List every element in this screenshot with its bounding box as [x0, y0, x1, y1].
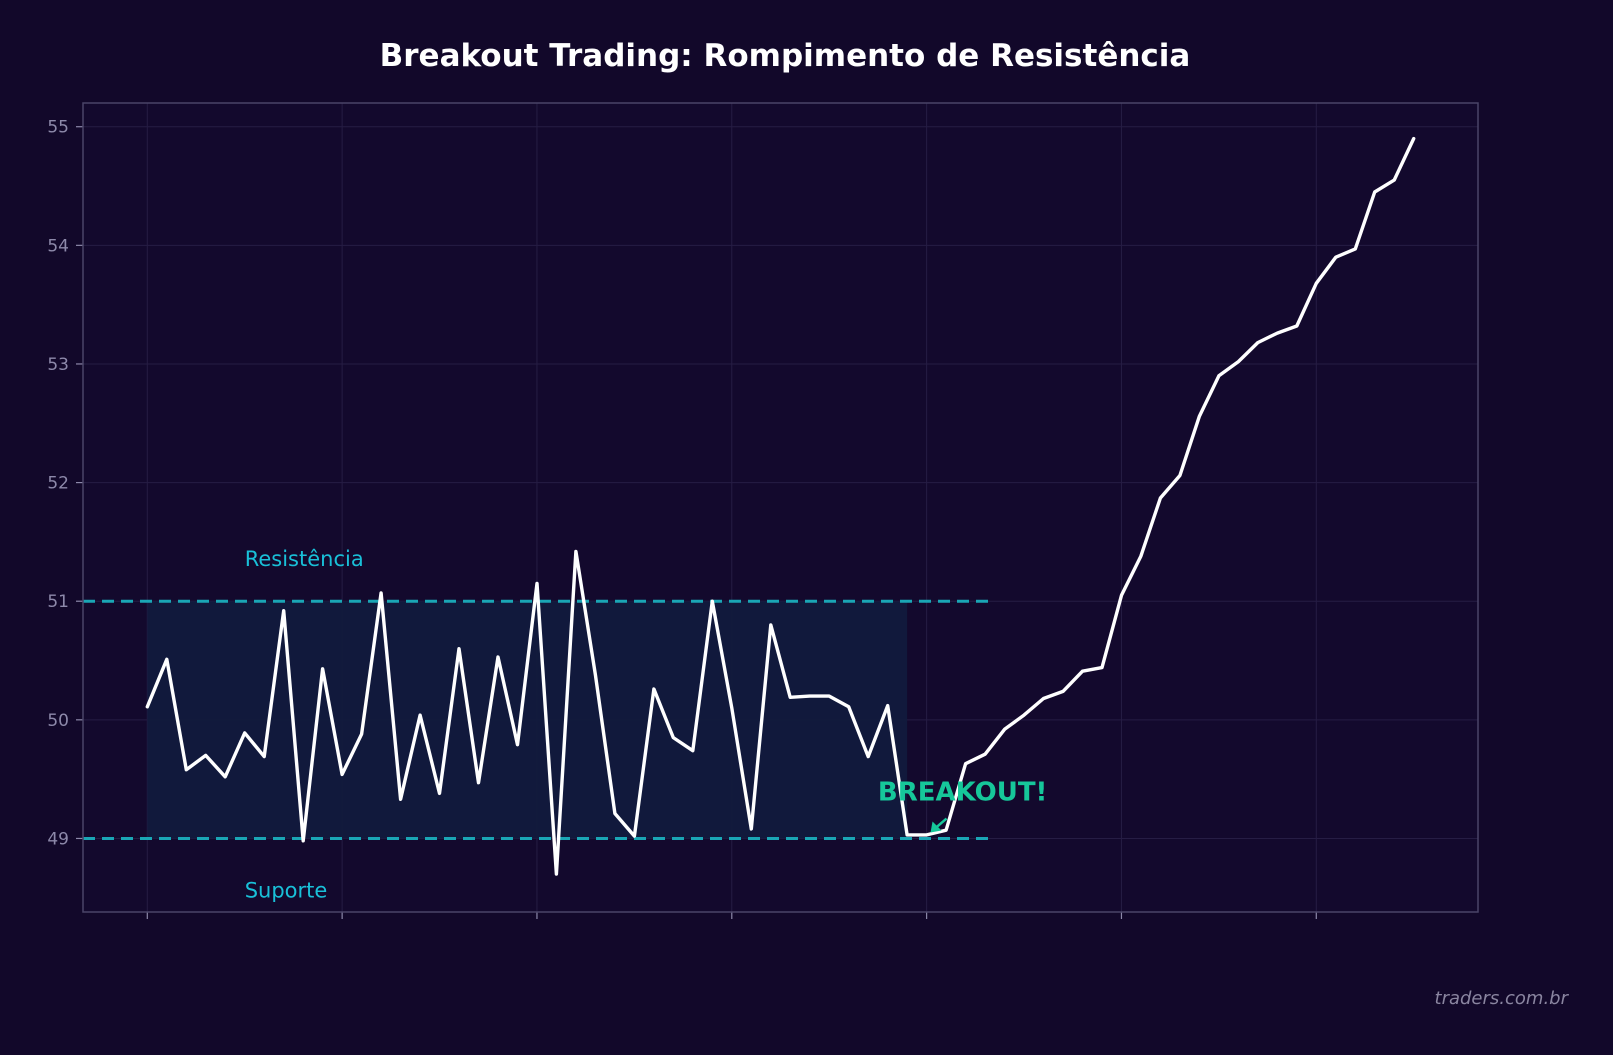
chart-title: Breakout Trading: Rompimento de Resistên…	[379, 38, 1191, 74]
y-tick-label: 50	[47, 711, 69, 731]
level-layer: Resistência Suporte	[83, 547, 989, 902]
y-tick-label: 51	[47, 592, 69, 612]
axis-layer: 49 50 51 52 53 54 55	[47, 118, 1317, 919]
range-layer	[147, 601, 908, 839]
plot-frame	[82, 102, 1479, 913]
support-label: Suporte	[245, 878, 328, 902]
y-tick-label: 52	[47, 474, 69, 494]
series-layer	[145, 136, 1416, 876]
price-line	[145, 136, 1416, 876]
resistance-label: Resistência	[245, 547, 364, 571]
y-tick-label: 53	[47, 355, 69, 375]
y-tick-label: 49	[47, 829, 69, 849]
consolidation-range	[147, 601, 908, 839]
watermark: traders.com.br	[1434, 988, 1568, 1009]
y-tick-label: 54	[47, 236, 69, 256]
annotation-layer: BREAKOUT!	[878, 777, 1048, 833]
breakout-arrowhead	[930, 821, 942, 833]
y-tick-label: 55	[47, 118, 69, 138]
breakout-label: BREAKOUT!	[878, 777, 1048, 807]
